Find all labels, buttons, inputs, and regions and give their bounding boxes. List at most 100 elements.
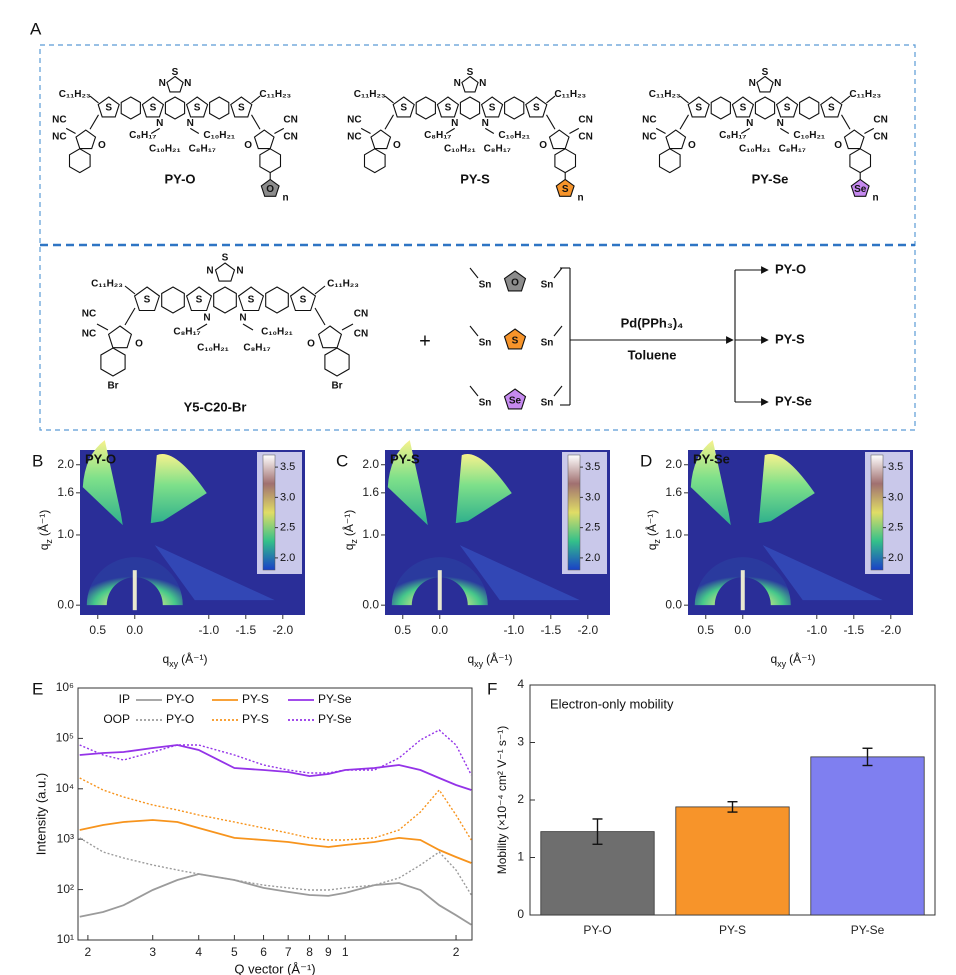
bond: [485, 127, 495, 134]
atom-label: C₁₀H₂₁: [793, 130, 825, 141]
bond: [469, 385, 479, 397]
atom-label: Br: [107, 381, 118, 392]
atom-label: CN: [354, 329, 368, 340]
ring: [120, 96, 141, 120]
x-tick-label: 2: [453, 945, 460, 959]
atom-label: NC: [82, 329, 96, 340]
polymer-name: PY-Se: [752, 171, 789, 186]
y-tick-label: 0.0: [362, 597, 379, 611]
atom-label: S: [828, 103, 835, 114]
polymer-name: PY-O: [164, 171, 195, 186]
diffraction-lobe: [690, 440, 731, 526]
x-tick-label: 0.5: [89, 623, 106, 637]
y-tick-label: 2: [517, 792, 524, 806]
ring: [503, 270, 527, 292]
bond: [274, 127, 285, 134]
x-tick-label: 3: [149, 945, 156, 959]
panel-title: PY-S: [390, 451, 420, 466]
atom-label: C₈H₁₇: [424, 130, 451, 141]
bond: [150, 127, 160, 134]
atom-label: S: [762, 67, 769, 78]
x-tick-label: -2.0: [272, 623, 293, 637]
atom-label: N: [774, 78, 781, 89]
atom-label: O: [539, 140, 547, 151]
bond: [65, 127, 76, 134]
y-tick-label: 10¹: [57, 932, 74, 946]
y-tick-label: 2.0: [665, 457, 682, 471]
colorbar-tick-label: 3.5: [280, 461, 295, 473]
x-tick-label: 5: [231, 945, 238, 959]
atom-label: C₁₀H₂₁: [149, 143, 181, 154]
atom-label: CN: [578, 132, 592, 143]
panel-letter: A: [30, 19, 42, 38]
atom-label: S: [144, 295, 151, 306]
atom-label: N: [203, 313, 210, 324]
scatter-streak: [762, 545, 883, 601]
atom-label: C₁₀H₂₁: [739, 143, 771, 154]
x-tick-label: 0.5: [394, 623, 411, 637]
colorbar-tick-label: 2.0: [585, 552, 600, 564]
bond: [546, 114, 556, 130]
scatter-streak: [154, 545, 275, 601]
bond: [384, 114, 394, 130]
x-tick-label: PY-Se: [851, 923, 885, 937]
atom-label: n: [282, 193, 288, 204]
atom-label: N: [482, 118, 489, 129]
panel-letter: E: [32, 679, 43, 698]
atom-label: N: [749, 78, 756, 89]
y-tick-label: 0: [517, 907, 524, 921]
atom-label: N: [479, 78, 486, 89]
atom-label: Sn: [479, 398, 492, 409]
axis-label-unit: (Å⁻¹): [181, 651, 207, 666]
atom-label: S: [248, 295, 255, 306]
atom-label: Se: [509, 396, 522, 407]
bond: [655, 127, 666, 134]
panel-title: PY-O: [85, 451, 116, 466]
y-tick-label: 1.0: [57, 527, 74, 541]
legend-row-label: IP: [119, 692, 130, 706]
x-tick-label: 9: [325, 945, 332, 959]
atom-label: NC: [642, 115, 656, 126]
atom-label: N: [236, 266, 243, 277]
y-tick-label: 3: [517, 735, 524, 749]
atom-label: N: [746, 118, 753, 129]
colorbar: [870, 454, 884, 571]
atom-label: N: [777, 118, 784, 129]
atom-label: N: [156, 118, 163, 129]
diffraction-arc: [391, 557, 488, 606]
atom-label: O: [688, 140, 696, 151]
atom-label: NC: [642, 132, 656, 143]
ring: [75, 129, 97, 150]
scatter-streak: [459, 545, 580, 601]
bond: [740, 127, 750, 134]
x-tick-label: PY-S: [719, 923, 746, 937]
y-tick-label: 1: [517, 850, 524, 864]
plot-frame: [77, 687, 473, 941]
axis-label-base: q: [342, 544, 356, 551]
colorbar-tick-label: 2.0: [280, 552, 295, 564]
bar: [675, 806, 790, 916]
bond: [360, 127, 371, 134]
colorbar: [262, 454, 276, 571]
x-tick-label: 0.0: [431, 623, 448, 637]
axis-label-unit: (Å⁻¹): [789, 651, 815, 666]
ring: [164, 96, 186, 120]
ring: [503, 328, 527, 350]
atom-label: O: [307, 339, 315, 350]
bond: [546, 95, 556, 104]
axis-label-sub: z: [44, 539, 54, 544]
atom-label: O: [393, 140, 401, 151]
data-line: [79, 873, 472, 926]
atom-label: N: [206, 266, 213, 277]
atom-label: S: [695, 103, 702, 114]
colorbar-tick-label: 2.0: [888, 552, 903, 564]
bond: [89, 114, 99, 130]
y-tick-label: 1.0: [665, 527, 682, 541]
ring: [100, 347, 126, 377]
panel-letter: C: [336, 451, 348, 470]
ring: [850, 178, 870, 197]
atom-label: O: [834, 140, 842, 151]
diffraction-lobe: [82, 440, 123, 526]
atom-label: N: [454, 78, 461, 89]
axis-label-base: q: [467, 652, 474, 666]
